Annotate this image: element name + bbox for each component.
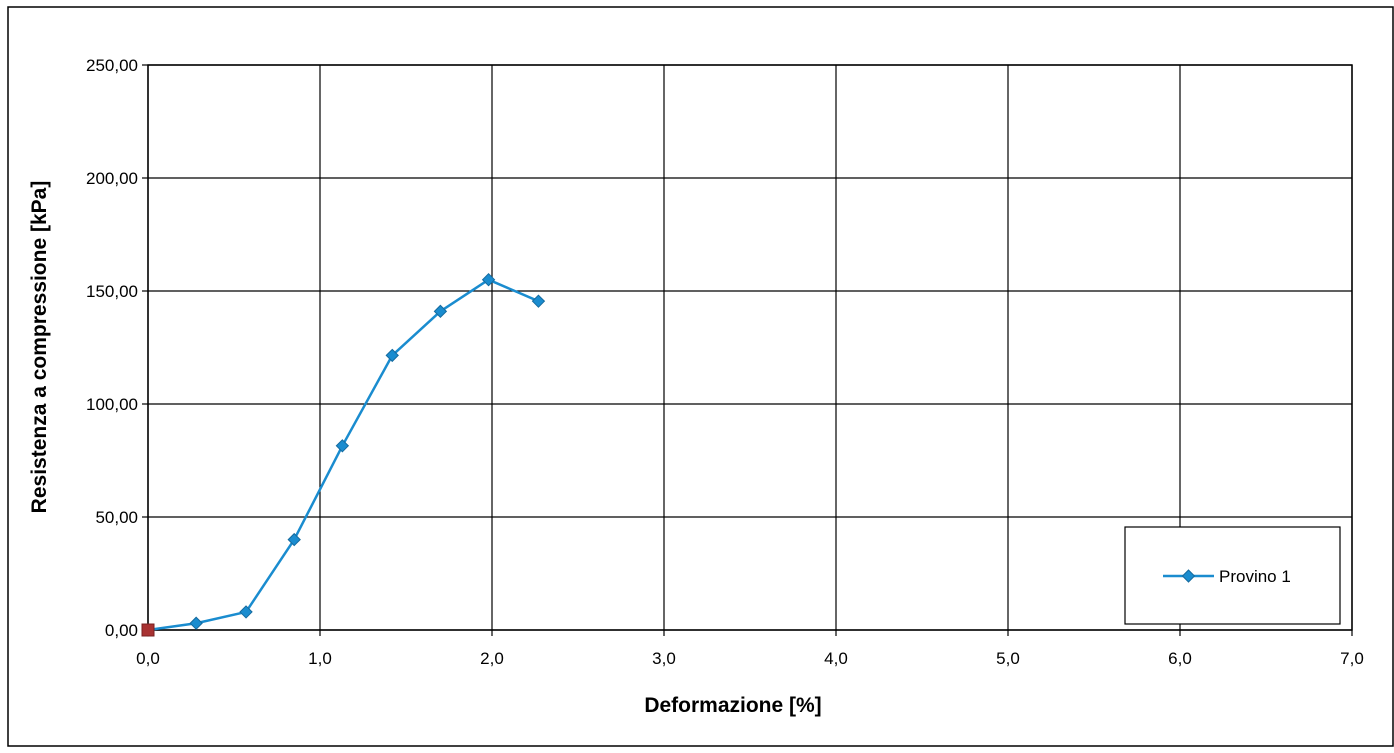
data-point-diamond — [239, 605, 253, 619]
x-tick-label: 1,0 — [308, 649, 332, 668]
y-tick-label: 0,00 — [105, 621, 138, 640]
data-point-square — [141, 623, 155, 637]
data-point-diamond — [385, 348, 399, 363]
y-tick-label: 150,00 — [86, 282, 138, 301]
y-axis-title: Resistenza a compressione [kPa] — [28, 181, 51, 514]
x-tick-label: 7,0 — [1340, 649, 1364, 668]
data-point-diamond — [335, 439, 350, 453]
y-tick-label: 250,00 — [86, 56, 138, 75]
y-tick-label: 50,00 — [95, 508, 138, 527]
legend-label-provino-1: Provino 1 — [1219, 567, 1291, 586]
legend-diamond-marker — [1181, 569, 1196, 583]
x-tick-label: 0,0 — [136, 649, 160, 668]
x-tick-label: 4,0 — [824, 649, 848, 668]
x-tick-label: 6,0 — [1168, 649, 1192, 668]
x-tick-label: 2,0 — [480, 649, 504, 668]
x-tick-label: 5,0 — [996, 649, 1020, 668]
legend: Provino 1 — [1124, 526, 1341, 625]
data-point-diamond — [531, 294, 546, 308]
x-axis-title: Deformazione [%] — [644, 694, 821, 717]
series-layer — [141, 272, 546, 637]
outer-frame — [7, 6, 1394, 747]
y-tick-label: 100,00 — [86, 395, 138, 414]
plot-area-border — [147, 64, 1353, 631]
data-point-diamond — [481, 272, 496, 287]
data-point-diamond — [433, 304, 448, 319]
legend-box — [1124, 526, 1341, 625]
y-tick-label: 200,00 — [86, 169, 138, 188]
x-tick-label: 3,0 — [652, 649, 676, 668]
data-point-diamond — [287, 532, 301, 547]
tick-label-layer: 0,0 1,0 2,0 3,0 4,0 5,0 6,0 7,0 0,00 50,00 100,00 1… — [86, 56, 1364, 668]
data-point-diamond — [189, 616, 203, 630]
